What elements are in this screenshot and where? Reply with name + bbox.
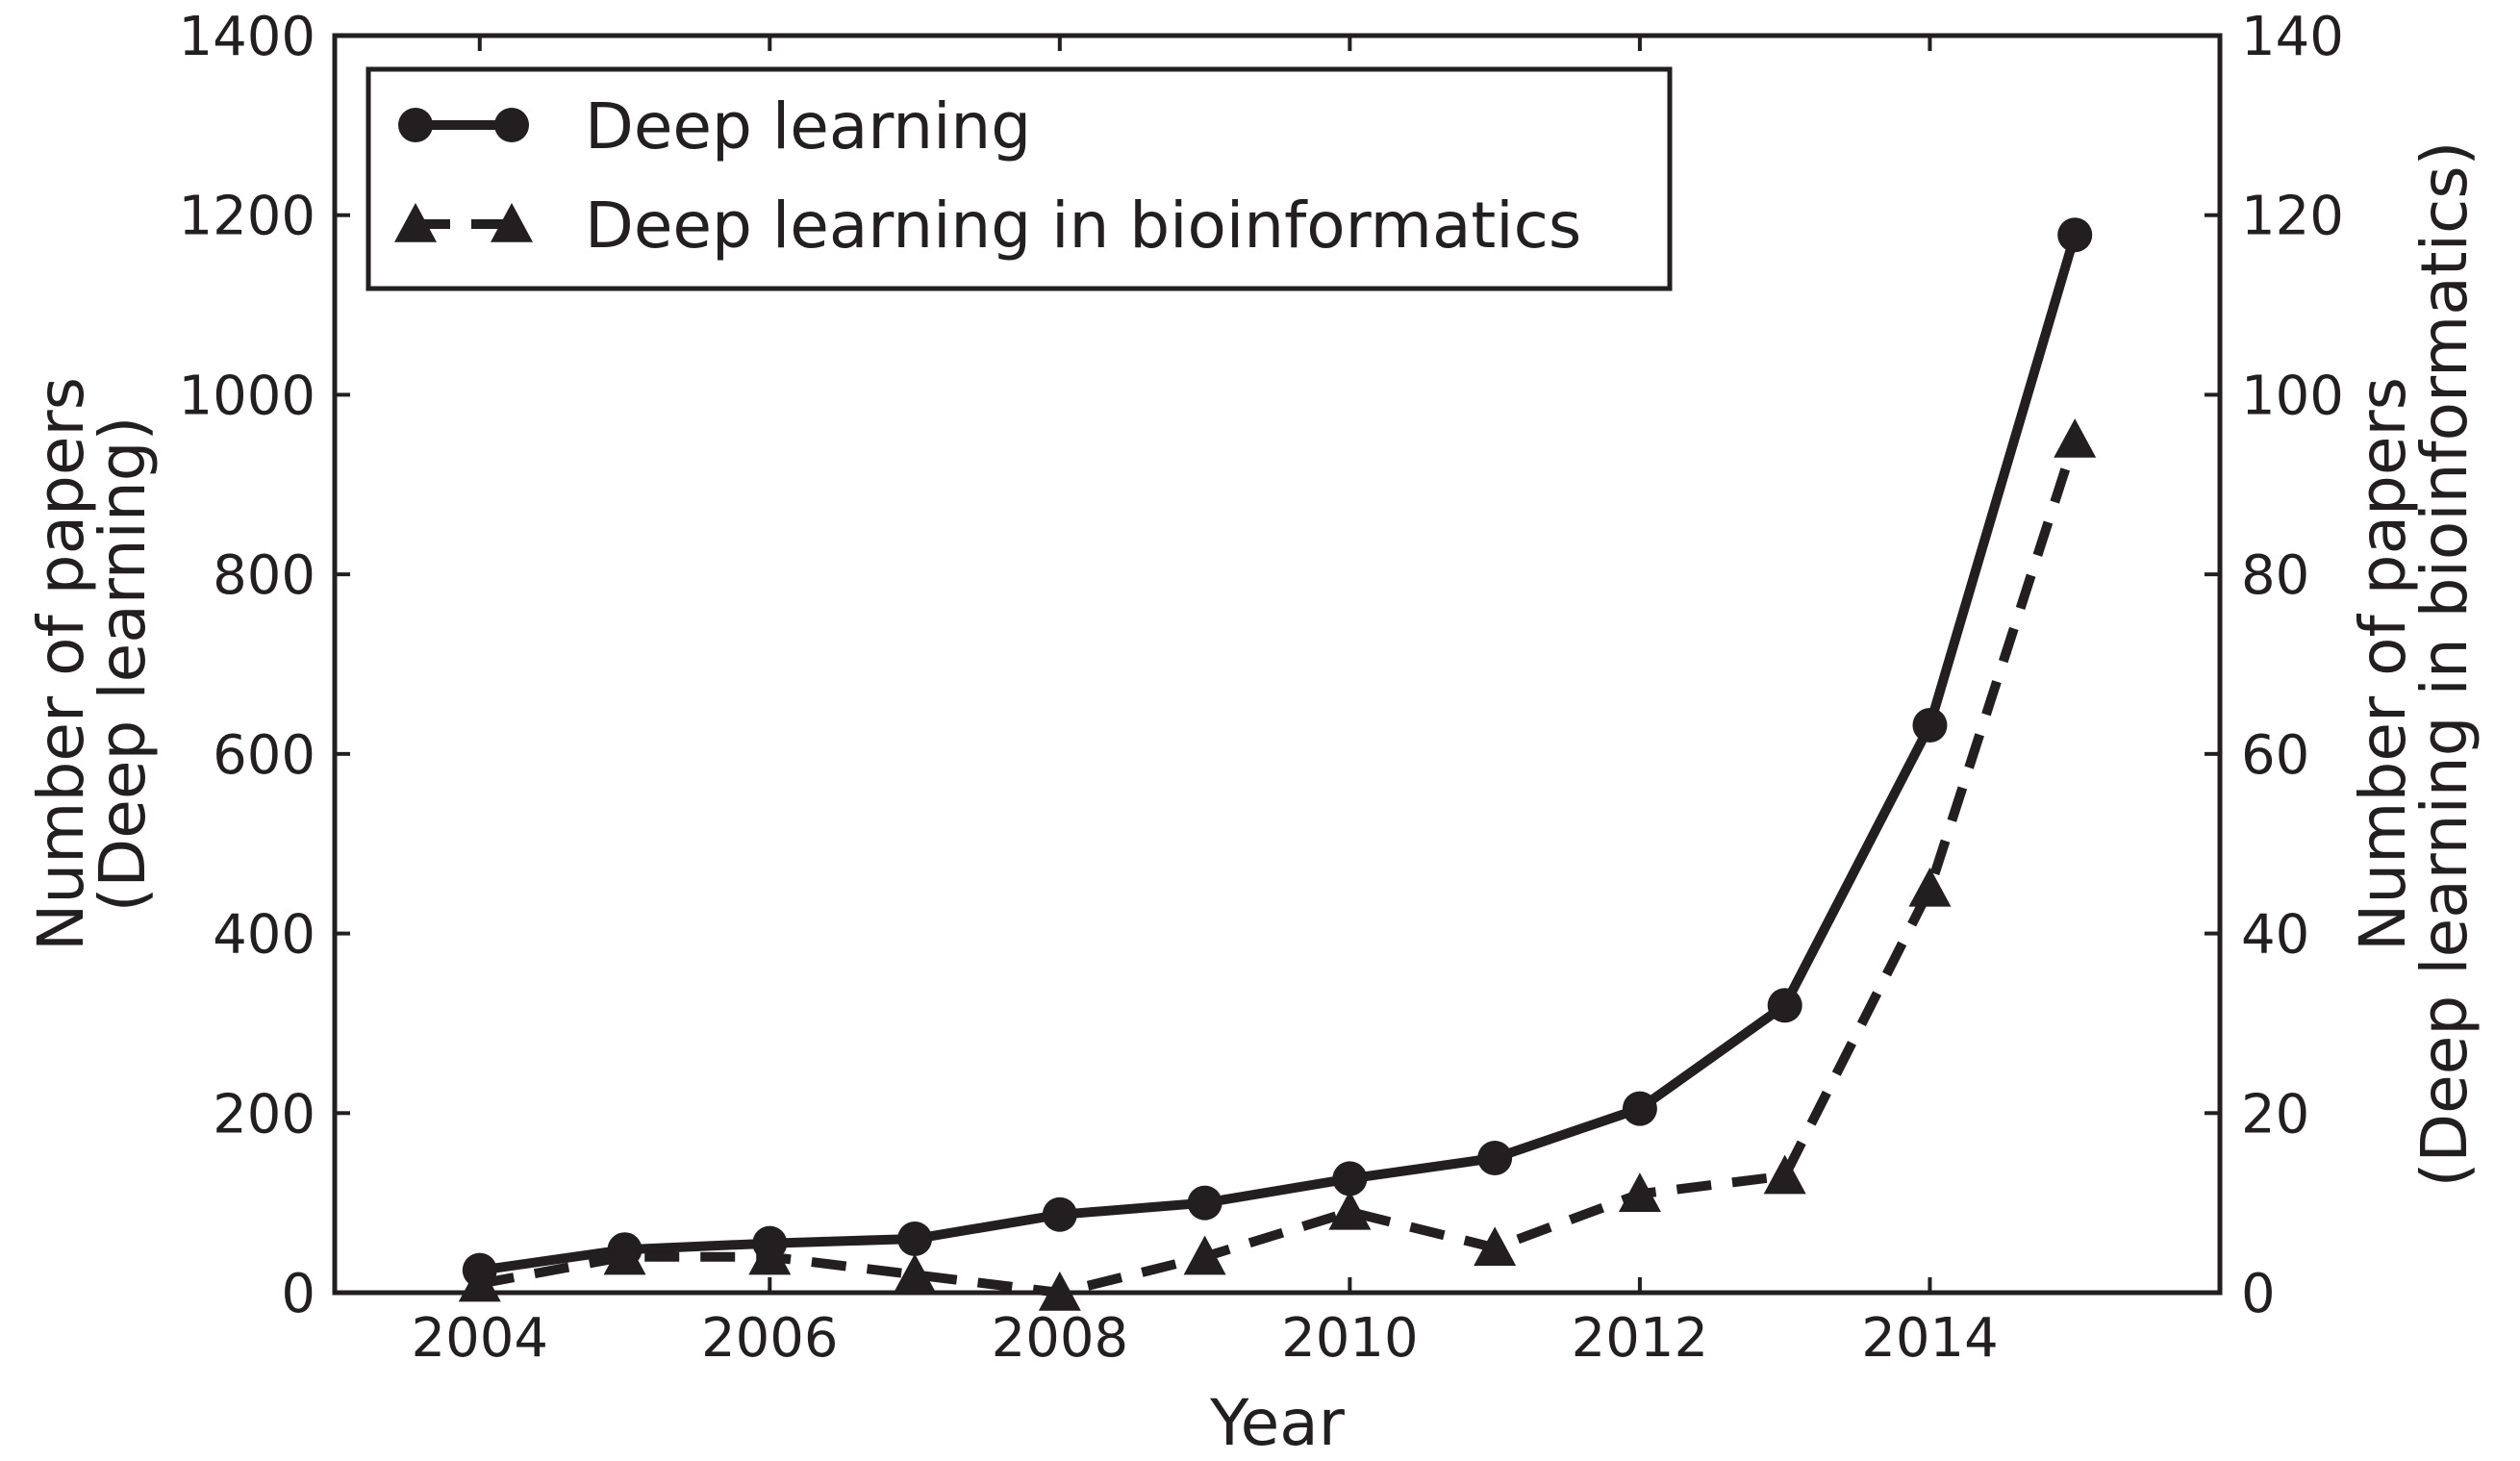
y2-tick-label-1: 20 <box>2241 1083 2309 1146</box>
y-axis-title-right-line-0: Number of papers <box>2346 377 2420 951</box>
series-line-0 <box>479 233 2079 1275</box>
series-line-1 <box>478 438 2079 1298</box>
data-point-1-9 <box>1763 1154 1806 1195</box>
x-tick-label-4: 2012 <box>1572 1307 1709 1370</box>
y-axis-title-left-line-0: Number of papers <box>24 377 98 951</box>
data-point-1-2 <box>748 1235 792 1275</box>
data-point-0-8 <box>1622 1091 1657 1126</box>
data-point-1-7 <box>1474 1226 1517 1267</box>
axes-frame <box>332 33 2223 1296</box>
y-axis-title-right-line-1: (Deep learning in bioinformatics) <box>2407 141 2482 1188</box>
data-point-0-5 <box>1187 1185 1222 1221</box>
y-tick-label-7: 1400 <box>178 6 315 68</box>
data-point-1-3 <box>894 1253 937 1294</box>
legend-marker-1-1 <box>491 203 533 242</box>
y-tick-label-4: 800 <box>213 544 315 607</box>
y2-tick-label-5: 100 <box>2241 365 2344 427</box>
data-point-1-1 <box>603 1235 646 1275</box>
legend-label-0: Deep learning <box>585 89 1031 164</box>
data-point-1-5 <box>1183 1235 1226 1275</box>
plot-area: 2004 2006 2008 2010 2012 20140200400600800100… <box>24 6 2482 1460</box>
y2-tick-label-2: 40 <box>2241 904 2309 967</box>
data-point-0-10 <box>1912 707 1948 743</box>
x-axis-title: Year <box>1209 1386 1346 1460</box>
legend-marker-0-0 <box>398 108 433 142</box>
x-axis: 2004 2006 2008 2010 2012 2014 <box>412 36 1999 1370</box>
y2-tick-label-4: 80 <box>2241 544 2309 607</box>
legend-marker-0-1 <box>494 108 529 142</box>
y2-tick-label-3: 60 <box>2241 724 2309 787</box>
data-point-0-11 <box>2057 217 2093 253</box>
legend-label-1: Deep learning in bioinformatics <box>585 189 1581 263</box>
y-axis-right: 0 20 40 60 80 100 120 140 <box>2205 6 2344 1325</box>
data-point-0-7 <box>1477 1140 1513 1175</box>
y2-tick-label-7: 140 <box>2241 6 2344 68</box>
data-point-1-8 <box>1618 1172 1661 1213</box>
y2-tick-label-0: 0 <box>2241 1263 2276 1325</box>
y2-tick-label-6: 120 <box>2241 186 2344 248</box>
y-axis-title-left-line-1: (Deep learning) <box>86 416 160 913</box>
legend-marker-1-0 <box>394 203 437 242</box>
x-tick-label-0: 2004 <box>412 1307 549 1370</box>
data-point-1-11 <box>2054 418 2097 458</box>
data-point-1-10 <box>1908 867 1952 907</box>
x-tick-label-3: 2010 <box>1281 1307 1419 1370</box>
y-tick-label-2: 400 <box>213 904 315 967</box>
y-tick-label-0: 0 <box>281 1263 315 1325</box>
x-tick-label-1: 2006 <box>701 1307 839 1370</box>
data-point-0-4 <box>1042 1197 1077 1232</box>
data-point-0-9 <box>1767 988 1802 1023</box>
x-tick-label-2: 2008 <box>992 1307 1129 1370</box>
y-tick-label-6: 1200 <box>178 186 315 248</box>
y-tick-label-3: 600 <box>213 724 315 787</box>
y-axis-title-right: Number of papers(Deep learning in bioinf… <box>2346 141 2482 1188</box>
data-point-1-6 <box>1328 1190 1372 1230</box>
y-tick-label-5: 1000 <box>178 365 315 427</box>
legend-box <box>365 66 1673 291</box>
y-tick-label-1: 200 <box>213 1083 315 1146</box>
y-axis-title-left: Number of papers(Deep learning) <box>24 377 160 951</box>
data-point-0-6 <box>1332 1161 1368 1197</box>
data-point-0-3 <box>897 1221 933 1256</box>
y-axis-left: 0 200 400 600 800 1000 1200 1400 <box>178 6 350 1325</box>
x-tick-label-5: 2014 <box>1861 1307 1999 1370</box>
legend: Deep learning Deep learning in bioinforma… <box>365 66 1673 291</box>
